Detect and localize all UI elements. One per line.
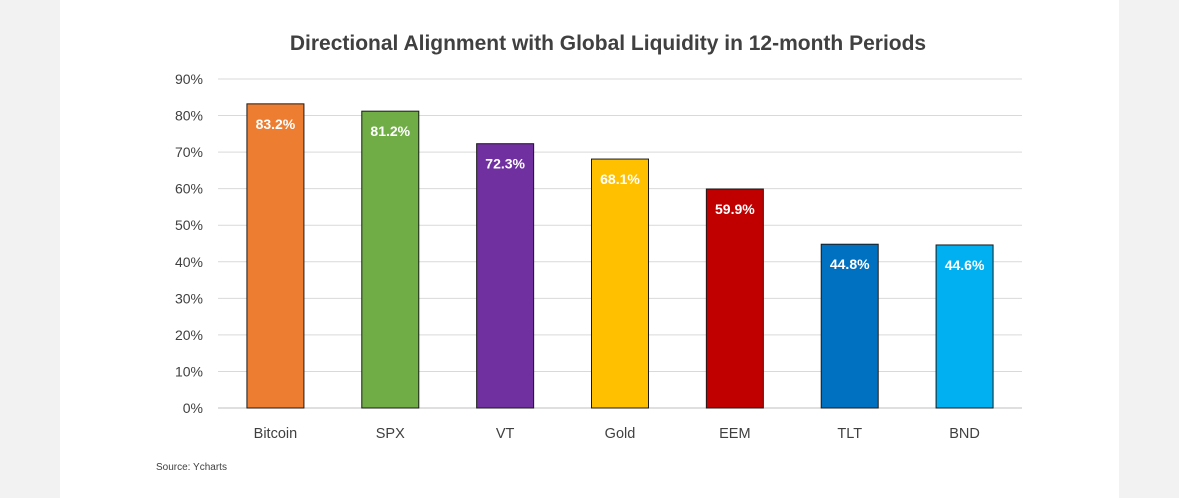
bar-tlt [820,243,879,409]
data-labels: 83.2% 81.2% 72.3% 68.1% 59.9% 44.8% 44.6% [256,116,985,273]
bar-eem [705,188,764,409]
bar-bnd [935,244,994,409]
bar-gold [591,158,649,409]
data-label-tlt: 44.8% [830,256,870,272]
category-label-bitcoin: Bitcoin [254,426,298,442]
category-label-eem: EEM [719,426,750,442]
data-label-bitcoin: 83.2% [256,116,296,132]
source-note: Source: Ycharts [156,462,227,473]
y-tick-label: 30% [175,290,203,306]
y-tick-label: 10% [175,363,203,379]
category-labels: Bitcoin SPX VT Gold EEM TLT BND [254,426,980,442]
category-label-tlt: TLT [837,426,862,442]
y-tick-label: 90% [175,71,203,87]
category-label-bnd: BND [949,426,980,442]
y-axis-tick-labels: 0% 10% 20% 30% 40% 50% 60% 70% 80% 90% [175,71,203,416]
y-tick-label: 60% [175,181,203,197]
data-label-bnd: 44.6% [945,257,985,273]
bar-vt [476,143,535,409]
category-label-vt: VT [496,426,515,442]
y-tick-label: 70% [175,144,203,160]
bar-bitcoin [246,103,305,409]
y-tick-label: 80% [175,108,203,124]
category-label-gold: Gold [605,426,636,442]
y-tick-label: 40% [175,254,203,270]
y-tick-label: 0% [183,400,203,416]
y-tick-label: 20% [175,327,203,343]
data-label-eem: 59.9% [715,201,755,217]
data-label-spx: 81.2% [370,123,410,139]
category-label-spx: SPX [376,426,405,442]
y-tick-label: 50% [175,217,203,233]
bars [246,103,994,409]
data-label-gold: 68.1% [600,171,640,187]
bar-spx [361,110,420,409]
chart-title: Directional Alignment with Global Liquid… [290,32,926,55]
data-label-vt: 72.3% [485,156,525,172]
bar-chart: Directional Alignment with Global Liquid… [156,32,1022,473]
chart-card: Directional Alignment with Global Liquid… [60,0,1119,498]
